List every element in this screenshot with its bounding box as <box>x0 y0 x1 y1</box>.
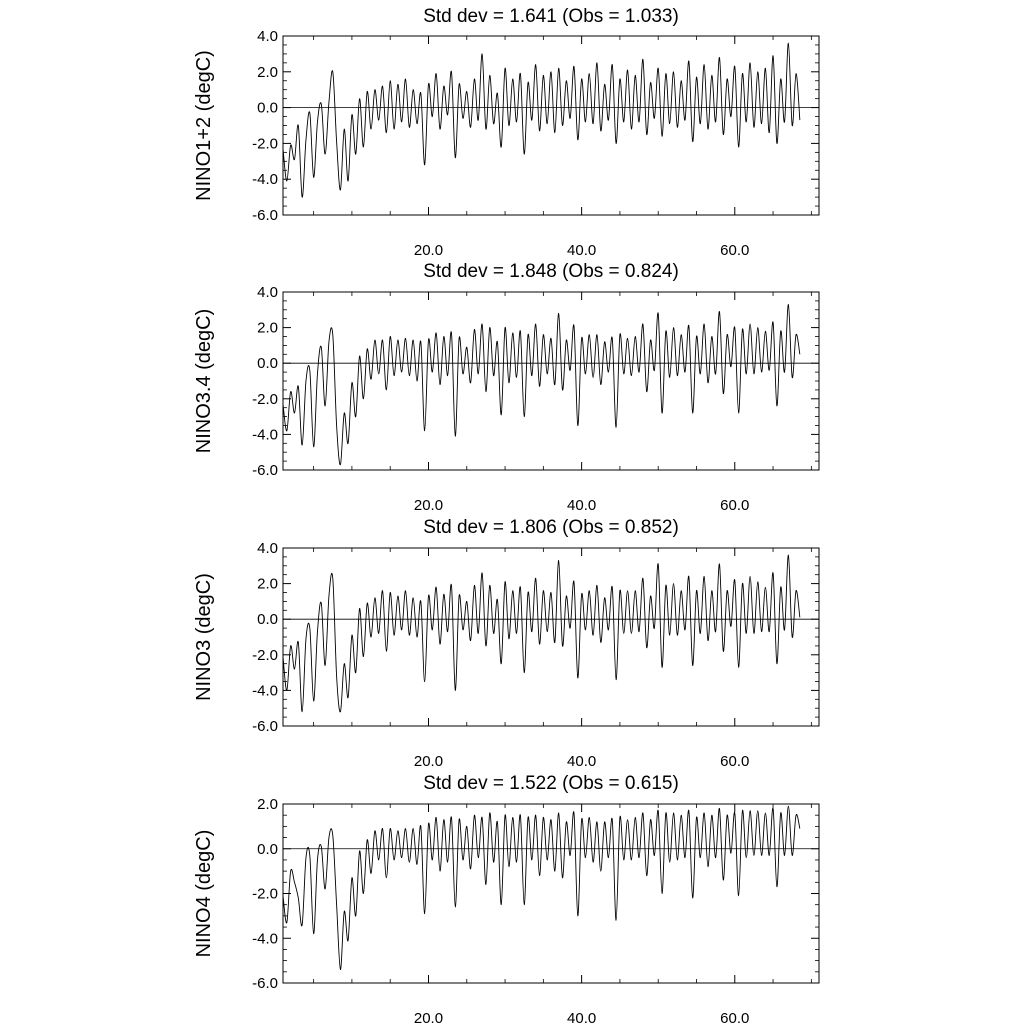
y-tick-label: -4.0 <box>252 171 278 188</box>
panel-title: Std dev = 1.641 (Obs = 1.033) <box>423 6 679 27</box>
y-tick-label: 4.0 <box>257 284 278 301</box>
y-axis-label: NINO1+2 (degC) <box>193 50 215 201</box>
x-tick-label: 20.0 <box>414 242 443 259</box>
x-tick-label: 40.0 <box>567 497 596 514</box>
y-tick-label: -6.0 <box>252 718 278 735</box>
series-line-0 <box>282 304 801 466</box>
x-tick-label: 20.0 <box>414 497 443 514</box>
series-line-0 <box>282 42 801 198</box>
x-tick-label: 40.0 <box>567 242 596 259</box>
panel-title: Std dev = 1.848 (Obs = 0.824) <box>423 261 679 282</box>
panel-title: Std dev = 1.806 (Obs = 0.852) <box>423 517 679 538</box>
x-tick-label: 40.0 <box>567 753 596 770</box>
plot-frame <box>282 291 820 471</box>
y-tick-label: -4.0 <box>252 682 278 699</box>
x-tick-label: 60.0 <box>720 242 749 259</box>
panel-nino12: Std dev = 1.641 (Obs = 1.033) NINO1+2 (d… <box>193 6 820 259</box>
y-tick-label: -2.0 <box>252 135 278 152</box>
y-tick-label: 0.0 <box>257 100 278 117</box>
panel-nino4: Std dev = 1.522 (Obs = 0.615) NINO4 (deg… <box>193 773 820 1024</box>
y-tick-label: 0.0 <box>257 355 278 372</box>
y-tick-label: 2.0 <box>257 576 278 593</box>
series-line-0 <box>282 805 801 971</box>
y-tick-label: -6.0 <box>252 207 278 224</box>
plot-frame <box>282 803 820 984</box>
y-tick-label: 0.0 <box>257 611 278 628</box>
y-tick-label: 0.0 <box>257 841 278 858</box>
y-tick-label: -4.0 <box>252 426 278 443</box>
y-axis-label: NINO3 (degC) <box>193 573 215 701</box>
y-tick-label: -2.0 <box>252 647 278 664</box>
y-tick-label: 2.0 <box>257 796 278 813</box>
plot-frame <box>282 35 820 216</box>
y-tick-label: -4.0 <box>252 930 278 947</box>
y-tick-label: -6.0 <box>252 975 278 992</box>
x-tick-label: 20.0 <box>414 753 443 770</box>
y-tick-label: -6.0 <box>252 462 278 479</box>
y-axis-label: NINO3.4 (degC) <box>193 309 215 454</box>
plot-frame <box>282 547 820 727</box>
panel-nino3: Std dev = 1.806 (Obs = 0.852) NINO3 (deg… <box>193 517 820 770</box>
x-tick-label: 40.0 <box>567 1010 596 1024</box>
x-tick-label: 60.0 <box>720 1010 749 1024</box>
x-tick-label: 60.0 <box>720 497 749 514</box>
y-tick-label: -2.0 <box>252 391 278 408</box>
y-tick-label: 4.0 <box>257 540 278 557</box>
y-tick-label: 2.0 <box>257 64 278 81</box>
y-tick-label: 4.0 <box>257 28 278 45</box>
series-line-0 <box>282 554 801 713</box>
y-tick-label: 2.0 <box>257 320 278 337</box>
panel-nino34: Std dev = 1.848 (Obs = 0.824) NINO3.4 (d… <box>193 261 820 514</box>
y-axis-label: NINO4 (degC) <box>193 830 215 958</box>
x-tick-label: 20.0 <box>414 1010 443 1024</box>
panel-title: Std dev = 1.522 (Obs = 0.615) <box>423 773 679 794</box>
x-tick-label: 60.0 <box>720 753 749 770</box>
y-tick-label: -2.0 <box>252 886 278 903</box>
